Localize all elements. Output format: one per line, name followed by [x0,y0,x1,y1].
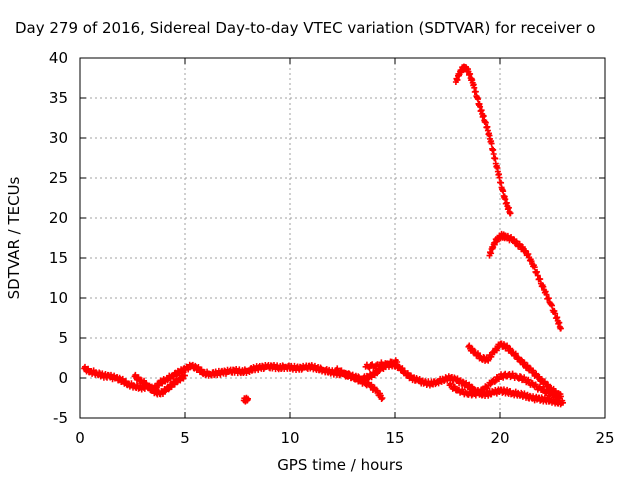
x-axis-label: GPS time / hours [277,456,403,474]
data-point [182,372,188,379]
y-tick-label: 30 [49,129,68,147]
y-tick-label: 10 [49,289,68,307]
data-point [525,376,532,383]
data-point [334,365,341,372]
x-tick-label: 10 [280,429,299,447]
data-point [492,377,499,384]
data-point [536,383,543,390]
data-points [81,63,566,408]
data-point [500,374,507,381]
data-point [379,395,386,401]
data-point [338,367,345,374]
data-point [488,140,495,147]
y-tick-label: 25 [49,169,68,187]
y-tick-label: 0 [58,369,68,387]
x-tick-label: 15 [385,429,404,447]
data-point [481,386,488,393]
chart-title: Day 279 of 2016, Sidereal Day-to-day VTE… [15,19,595,37]
y-tick-label: 40 [49,49,68,67]
y-tick-label: 35 [49,89,68,107]
x-tick-label: 5 [180,429,190,447]
data-point [361,377,368,384]
data-point [484,385,491,392]
y-tick-labels: -5 0 5 10 15 20 25 30 35 40 [49,49,68,427]
x-tick-label: 0 [75,429,85,447]
axis-ticks [79,57,606,419]
x-tick-label: 20 [490,429,509,447]
data-point [507,210,514,217]
data-point [447,380,454,387]
y-tick-label: -5 [53,409,68,427]
data-point [560,399,566,406]
data-point [366,365,373,372]
data-point [353,374,360,381]
data-point [477,390,484,397]
data-point [245,395,251,402]
y-tick-label: 20 [49,209,68,227]
x-tick-label: 25 [595,429,614,447]
data-point [472,392,479,399]
data-point [451,383,458,390]
y-axis-label: SDTVAR / TECUs [5,176,23,299]
data-point [394,359,401,365]
y-tick-label: 5 [58,329,68,347]
data-point [557,325,564,332]
data-point [557,393,564,400]
y-tick-label: 15 [49,249,68,267]
x-tick-labels: 0 5 10 15 20 25 [75,429,614,447]
plot-frame [79,57,606,419]
data-point [491,378,498,385]
